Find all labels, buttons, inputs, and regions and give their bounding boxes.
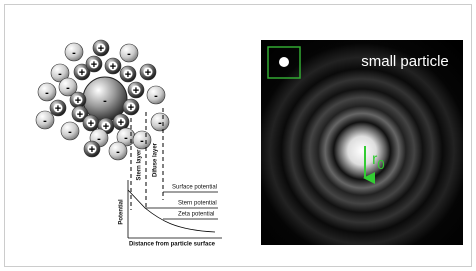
- image-title: small particle: [361, 53, 449, 70]
- ion-sign: -: [127, 48, 131, 60]
- ion-sign: -: [58, 68, 62, 80]
- ion-sign: -: [72, 47, 76, 59]
- ion-sign: +: [55, 103, 61, 115]
- ion-sign: -: [68, 126, 72, 138]
- ion-sign: +: [125, 69, 131, 81]
- stern-layer-label: Stern layer: [137, 149, 143, 181]
- ion-sign: +: [98, 43, 104, 55]
- radius-subscript: 0: [377, 157, 384, 172]
- ion-sign: -: [43, 115, 47, 127]
- ion-sign: +: [128, 102, 134, 114]
- y-axis-label: Potential: [119, 199, 125, 225]
- stern-potential-label: Stern potential: [178, 201, 217, 207]
- ion-sign: +: [77, 109, 83, 121]
- ion-sign: -: [66, 82, 70, 94]
- ion-sign: -: [124, 132, 128, 144]
- ion-sign: -: [140, 135, 144, 147]
- surface-potential-label: Surface potential: [172, 185, 217, 191]
- ion-sign: +: [145, 67, 151, 79]
- ion-sign: +: [88, 118, 94, 130]
- core-sign: -: [103, 95, 107, 107]
- figure: --+--+++++--++-+++-+++----+-- Stern laye…: [0, 0, 476, 271]
- inset-particle: [279, 57, 289, 67]
- diffraction-image: [261, 40, 463, 245]
- ion-sign: +: [118, 117, 124, 129]
- ion-sign: +: [133, 85, 139, 97]
- zeta-potential-label: Zeta potential: [178, 212, 214, 218]
- ion-sign: +: [75, 95, 81, 107]
- ion-sign: +: [79, 67, 85, 79]
- ion-sign: -: [158, 117, 162, 129]
- ion-sign: +: [110, 61, 116, 73]
- ion-sign: +: [89, 144, 95, 156]
- ion-sign: -: [116, 146, 120, 158]
- ion-sign: -: [154, 90, 158, 102]
- x-axis-label: Distance from particle surface: [129, 242, 216, 248]
- ion-sign: +: [91, 59, 97, 71]
- diffuse-layer-label: Difuse layer: [153, 142, 159, 177]
- ion-sign: -: [45, 87, 49, 99]
